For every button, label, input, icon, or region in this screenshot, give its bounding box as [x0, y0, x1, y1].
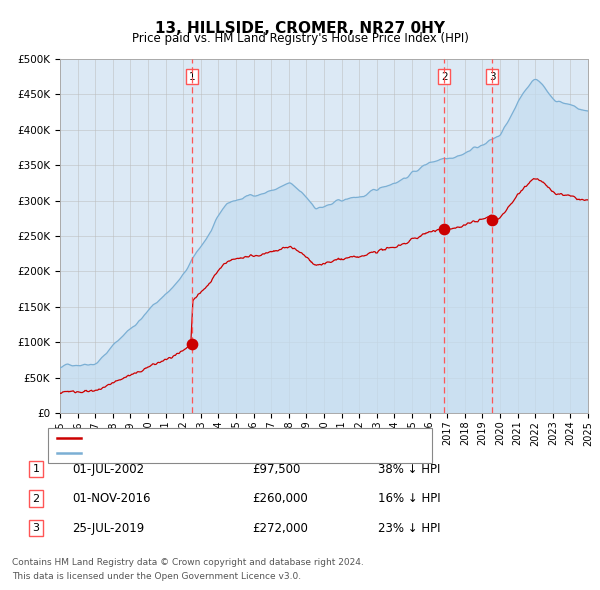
Text: 01-NOV-2016: 01-NOV-2016 [72, 492, 151, 505]
Text: 25-JUL-2019: 25-JUL-2019 [72, 522, 144, 535]
Text: 2: 2 [441, 72, 448, 81]
Point [187, 339, 197, 349]
Text: Contains HM Land Registry data © Crown copyright and database right 2024.: Contains HM Land Registry data © Crown c… [12, 558, 364, 566]
Text: 3: 3 [489, 72, 496, 81]
Point [487, 216, 497, 225]
Text: 3: 3 [32, 523, 40, 533]
Text: 1: 1 [32, 464, 40, 474]
Text: Price paid vs. HM Land Registry's House Price Index (HPI): Price paid vs. HM Land Registry's House … [131, 32, 469, 45]
Text: 23% ↓ HPI: 23% ↓ HPI [378, 522, 440, 535]
Text: HPI: Average price, detached house, North Norfolk: HPI: Average price, detached house, Nort… [87, 448, 363, 458]
Text: 13, HILLSIDE, CROMER, NR27 0HY: 13, HILLSIDE, CROMER, NR27 0HY [155, 21, 445, 35]
Text: 01-JUL-2002: 01-JUL-2002 [72, 463, 144, 476]
Text: £260,000: £260,000 [252, 492, 308, 505]
Text: 1: 1 [188, 72, 196, 81]
Text: £97,500: £97,500 [252, 463, 301, 476]
Text: 38% ↓ HPI: 38% ↓ HPI [378, 463, 440, 476]
Text: 2: 2 [32, 494, 40, 503]
Text: 13, HILLSIDE, CROMER, NR27 0HY (detached house): 13, HILLSIDE, CROMER, NR27 0HY (detached… [87, 432, 373, 442]
Text: £272,000: £272,000 [252, 522, 308, 535]
Text: This data is licensed under the Open Government Licence v3.0.: This data is licensed under the Open Gov… [12, 572, 301, 581]
Point [440, 224, 449, 234]
Text: 16% ↓ HPI: 16% ↓ HPI [378, 492, 440, 505]
